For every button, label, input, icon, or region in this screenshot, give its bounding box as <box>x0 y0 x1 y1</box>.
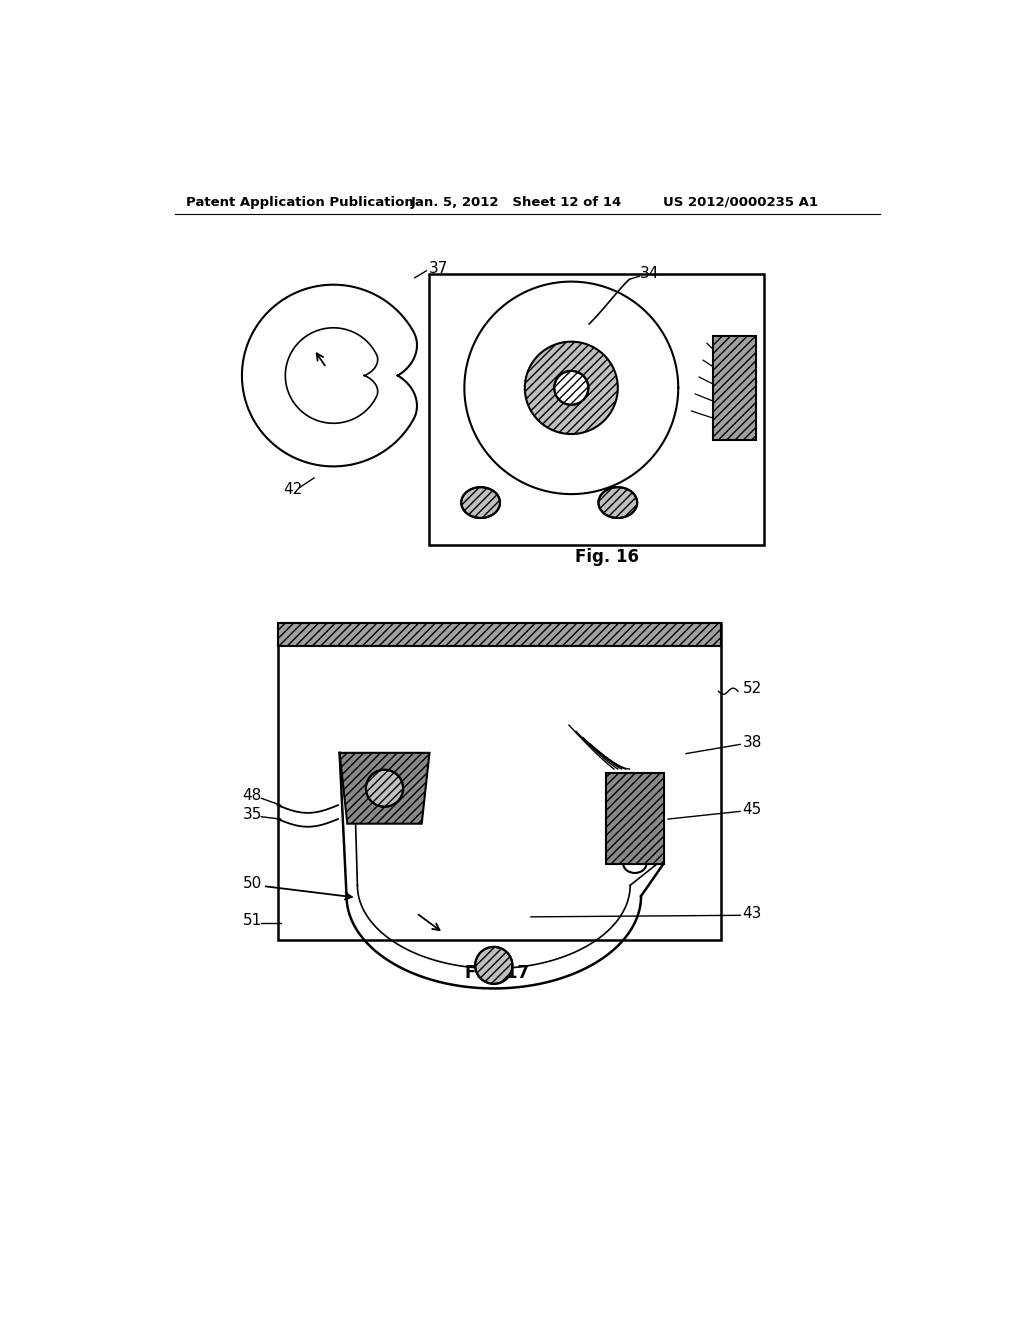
Text: 43: 43 <box>742 906 762 920</box>
Text: 37: 37 <box>429 261 449 276</box>
Circle shape <box>475 946 512 983</box>
Bar <box>278 623 721 940</box>
Text: 34: 34 <box>640 267 658 281</box>
Ellipse shape <box>598 487 637 517</box>
Circle shape <box>366 770 403 807</box>
Text: 42: 42 <box>283 482 302 498</box>
Text: 51: 51 <box>243 913 262 928</box>
Circle shape <box>554 371 589 405</box>
Bar <box>713 335 756 441</box>
Text: Jan. 5, 2012   Sheet 12 of 14: Jan. 5, 2012 Sheet 12 of 14 <box>411 195 623 209</box>
Text: 45: 45 <box>742 801 762 817</box>
Text: US 2012/0000235 A1: US 2012/0000235 A1 <box>663 195 818 209</box>
Bar <box>278 623 721 645</box>
Text: 38: 38 <box>742 734 762 750</box>
Circle shape <box>524 342 617 434</box>
Text: 48: 48 <box>243 788 262 804</box>
Text: Patent Application Publication: Patent Application Publication <box>186 195 414 209</box>
Ellipse shape <box>461 487 500 517</box>
Polygon shape <box>340 752 429 824</box>
Text: 35: 35 <box>243 807 262 822</box>
Bar <box>429 275 764 545</box>
Polygon shape <box>606 774 664 863</box>
Text: Fig. 17: Fig. 17 <box>465 964 529 982</box>
Text: 50: 50 <box>243 876 262 891</box>
Text: 52: 52 <box>742 681 762 696</box>
Text: Fig. 16: Fig. 16 <box>574 548 639 566</box>
